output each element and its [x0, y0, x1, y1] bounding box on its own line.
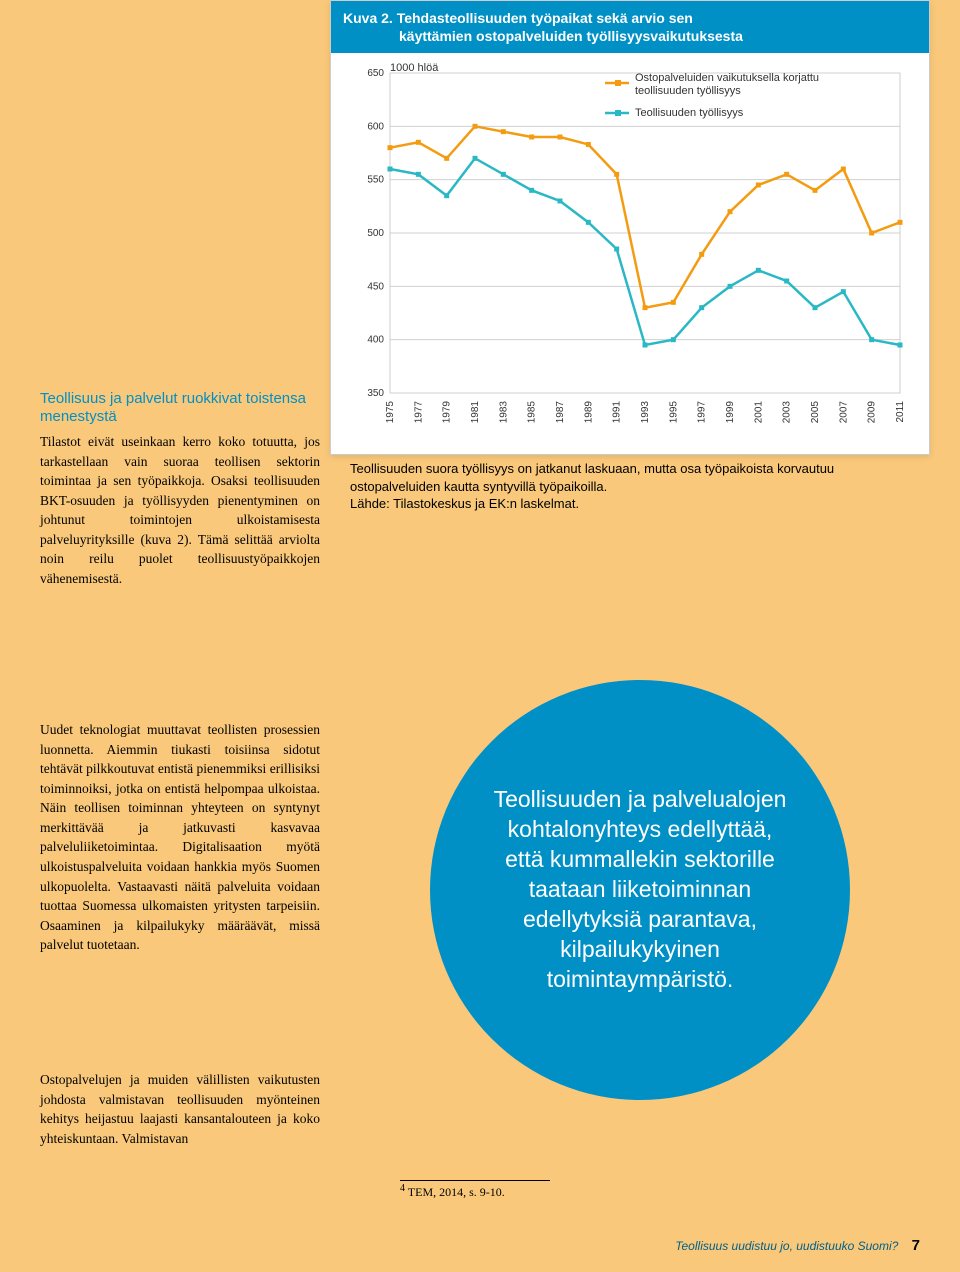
svg-text:600: 600	[367, 122, 384, 133]
footer-title: Teollisuus uudistuu jo, uudistuuko Suomi…	[675, 1239, 898, 1253]
chart-svg: 350 400 450 500 550 600 650 1975 1977 1979 1981 19…	[345, 63, 915, 443]
svg-text:650: 650	[367, 68, 384, 79]
callout-circle: Teollisuuden ja palvelualojen kohtalonyh…	[430, 680, 850, 1100]
svg-text:2003: 2003	[782, 401, 793, 424]
svg-text:1999: 1999	[725, 401, 736, 424]
svg-text:1983: 1983	[498, 401, 509, 424]
sidebar-body: Tilastot eivät useinkaan kerro koko totu…	[40, 432, 320, 589]
page-number: 7	[912, 1237, 920, 1254]
svg-text:Ostopalveluiden vaikutuksella: Ostopalveluiden vaikutuksella korjattu	[635, 72, 819, 84]
svg-text:1991: 1991	[612, 401, 623, 424]
callout-text: Teollisuuden ja palvelualojen kohtalonyh…	[490, 785, 790, 994]
svg-text:2009: 2009	[867, 401, 878, 424]
svg-text:2011: 2011	[895, 401, 906, 423]
svg-text:1975: 1975	[385, 401, 396, 424]
svg-text:1985: 1985	[527, 401, 538, 424]
footnote-marker: 4	[400, 1183, 405, 1194]
sidebar-block: Teollisuus ja palvelut ruokkivat toisten…	[40, 390, 320, 589]
chart-body: 350 400 450 500 550 600 650 1975 1977 1979 1981 19…	[331, 53, 929, 454]
svg-text:1993: 1993	[640, 401, 651, 424]
svg-text:2007: 2007	[838, 401, 849, 424]
footnote-text: TEM, 2014, s. 9-10.	[408, 1185, 505, 1199]
svg-text:2001: 2001	[753, 401, 764, 424]
chart-title: Kuva 2. Tehdasteollisuuden työpaikat sek…	[331, 1, 929, 53]
svg-text:1997: 1997	[697, 401, 708, 424]
paragraph-3: Ostopalvelujen ja muiden välillisten vai…	[40, 1070, 320, 1148]
footer: Teollisuus uudistuu jo, uudistuuko Suomi…	[675, 1237, 920, 1254]
svg-text:450: 450	[367, 282, 384, 293]
footnote: 4 TEM, 2014, s. 9-10.	[400, 1180, 550, 1200]
caption-line1: Teollisuuden suora työllisyys on jatkanu…	[350, 461, 834, 494]
chart-title-line1: Kuva 2. Tehdasteollisuuden työpaikat sek…	[343, 10, 693, 26]
sidebar-heading: Teollisuus ja palvelut ruokkivat toisten…	[40, 390, 320, 426]
svg-text:550: 550	[367, 175, 384, 186]
svg-text:400: 400	[367, 335, 384, 346]
caption-line2: Lähde: Tilastokeskus ja EK:n laskelmat.	[350, 496, 579, 511]
svg-text:2005: 2005	[810, 401, 821, 424]
svg-text:1987: 1987	[555, 401, 566, 424]
svg-text:Teollisuuden työllisyys: Teollisuuden työllisyys	[635, 107, 744, 119]
svg-text:500: 500	[367, 228, 384, 239]
svg-text:1977: 1977	[413, 401, 424, 424]
svg-text:1989: 1989	[583, 401, 594, 424]
svg-text:1979: 1979	[442, 401, 453, 424]
svg-text:teollisuuden työllisyys: teollisuuden työllisyys	[635, 85, 741, 97]
paragraph-2: Uudet teknologiat muuttavat teollisten p…	[40, 720, 320, 955]
svg-text:1995: 1995	[668, 401, 679, 424]
chart-card: Kuva 2. Tehdasteollisuuden työpaikat sek…	[330, 0, 930, 455]
svg-text:1981: 1981	[470, 401, 481, 424]
chart-title-line2: käyttämien ostopalveluiden työllisyysvai…	[399, 28, 743, 44]
svg-text:350: 350	[367, 388, 384, 399]
chart-caption: Teollisuuden suora työllisyys on jatkanu…	[350, 460, 920, 513]
chart-unit: 1000 hlöä	[390, 63, 439, 74]
